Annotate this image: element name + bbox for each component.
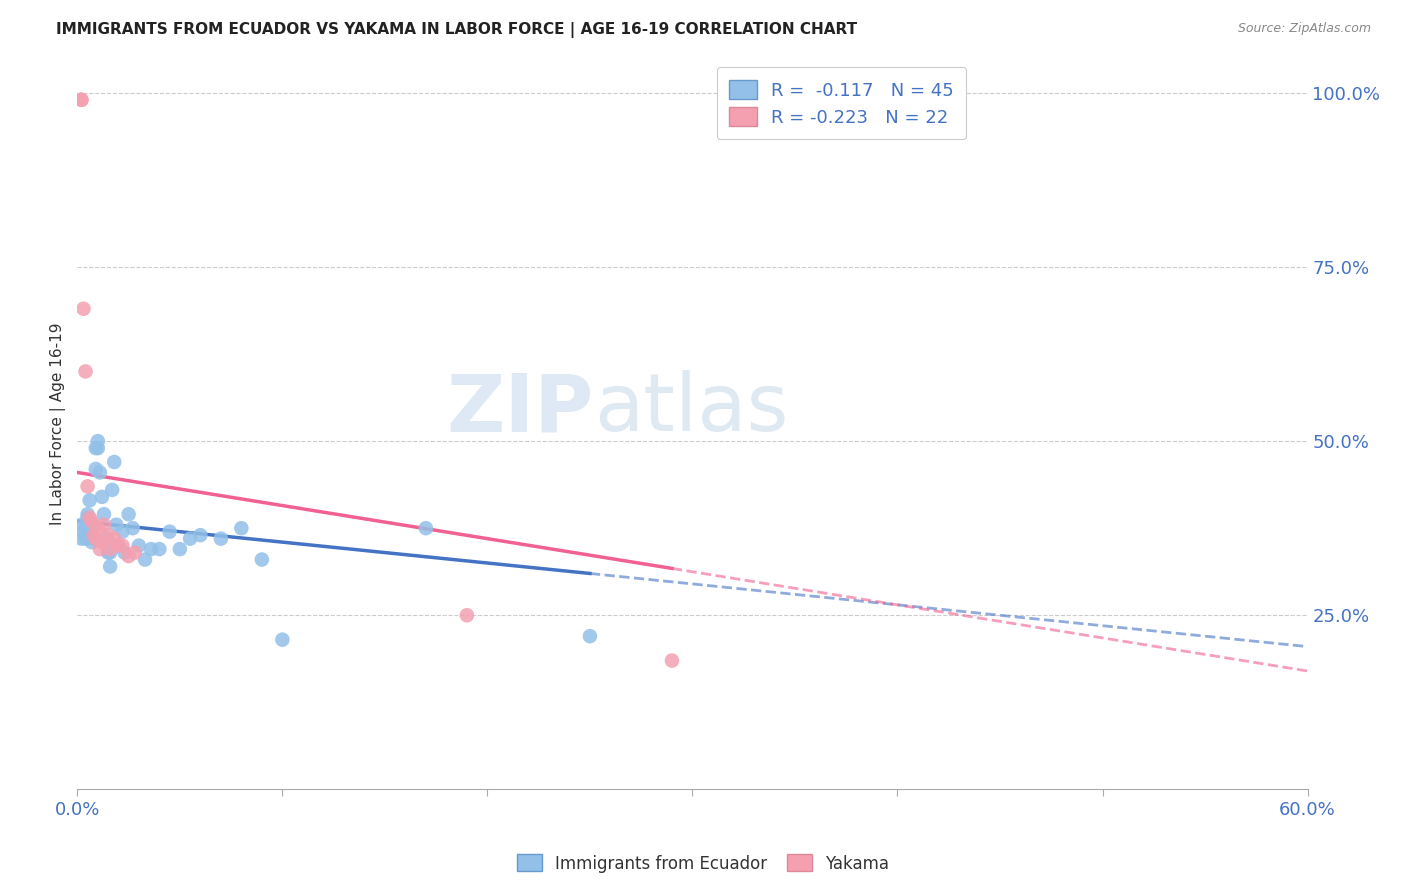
Point [72,301,94,316]
Point [97,528,120,542]
Point [87,441,110,455]
Point [128,539,150,553]
Point [107,539,129,553]
Point [188,528,212,542]
Point [80,535,103,549]
Point [159,524,181,539]
Point [83,532,105,546]
Point [70,517,93,532]
Point [124,545,146,559]
Point [98,542,121,557]
Point [76,479,98,493]
Legend: Immigrants from Ecuador, Yakama: Immigrants from Ecuador, Yakama [510,847,896,880]
Point [117,549,139,563]
Point [231,521,253,535]
Text: atlas: atlas [595,370,789,448]
Point [117,508,139,522]
Point [148,542,170,557]
Point [80,514,103,528]
Point [169,542,191,557]
Point [70,532,93,546]
Point [179,532,201,546]
Point [93,517,115,532]
Point [90,490,114,504]
Point [107,539,129,553]
Point [271,632,294,647]
Point [101,483,124,497]
Point [79,493,101,508]
Point [209,532,232,546]
Point [103,455,125,469]
Text: IMMIGRANTS FROM ECUADOR VS YAKAMA IN LABOR FORCE | AGE 16-19 CORRELATION CHART: IMMIGRANTS FROM ECUADOR VS YAKAMA IN LAB… [56,22,858,38]
Point [84,532,107,546]
Point [79,524,101,539]
Point [84,462,107,476]
Y-axis label: In Labor Force | Age 16-19: In Labor Force | Age 16-19 [51,322,66,525]
Text: Source: ZipAtlas.com: Source: ZipAtlas.com [1237,22,1371,36]
Point [89,542,111,557]
Point [79,510,101,524]
Point [103,532,125,546]
Point [111,524,134,539]
Point [90,535,114,549]
Point [76,510,98,524]
Point [415,521,437,535]
Point [661,654,683,668]
Point [114,545,136,559]
Point [75,364,97,378]
Point [72,524,94,539]
Point [250,552,273,566]
Point [87,434,110,449]
Point [76,508,98,522]
Point [70,93,93,107]
Point [83,528,105,542]
Point [84,441,107,455]
Point [75,532,97,546]
Point [579,629,602,643]
Point [105,517,128,532]
Point [94,532,117,546]
Point [121,521,143,535]
Text: ZIP: ZIP [447,370,595,448]
Point [98,559,121,574]
Point [83,517,105,532]
Point [134,552,156,566]
Point [75,517,97,532]
Point [141,542,163,557]
Point [97,545,120,559]
Point [87,521,110,535]
Point [111,539,134,553]
Point [456,608,478,623]
Point [70,93,93,107]
Point [93,508,115,522]
Point [89,466,111,480]
Legend: R =  -0.117   N = 45, R = -0.223   N = 22: R = -0.117 N = 45, R = -0.223 N = 22 [717,67,966,139]
Point [98,545,121,559]
